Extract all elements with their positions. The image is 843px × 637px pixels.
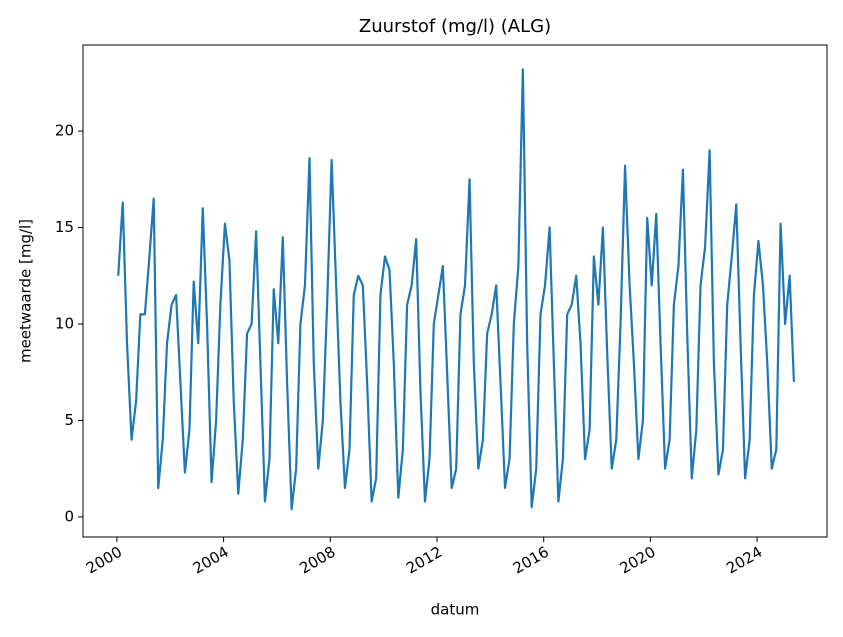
x-tick-label: 2012 [403,543,445,578]
chart-title: Zuurstof (mg/l) (ALG) [359,16,551,37]
x-tick-label: 2000 [83,543,125,578]
x-tick-label: 2008 [296,543,338,578]
x-axis-label: datum [431,601,480,619]
y-tick-label: 20 [55,122,74,140]
y-tick-label: 10 [55,314,74,332]
x-tick-label: 2016 [510,543,552,578]
x-tick-label: 2020 [617,543,659,578]
y-tick-label: 5 [64,411,74,429]
y-tick-label: 15 [55,218,74,236]
plot-frame [82,44,828,538]
y-axis-label: meetwaarde [mg/l] [17,219,35,363]
y-tick-label: 0 [64,507,74,525]
x-tick-label: 2024 [723,543,765,578]
data-line [117,68,796,511]
x-tick-label: 2004 [190,543,232,578]
